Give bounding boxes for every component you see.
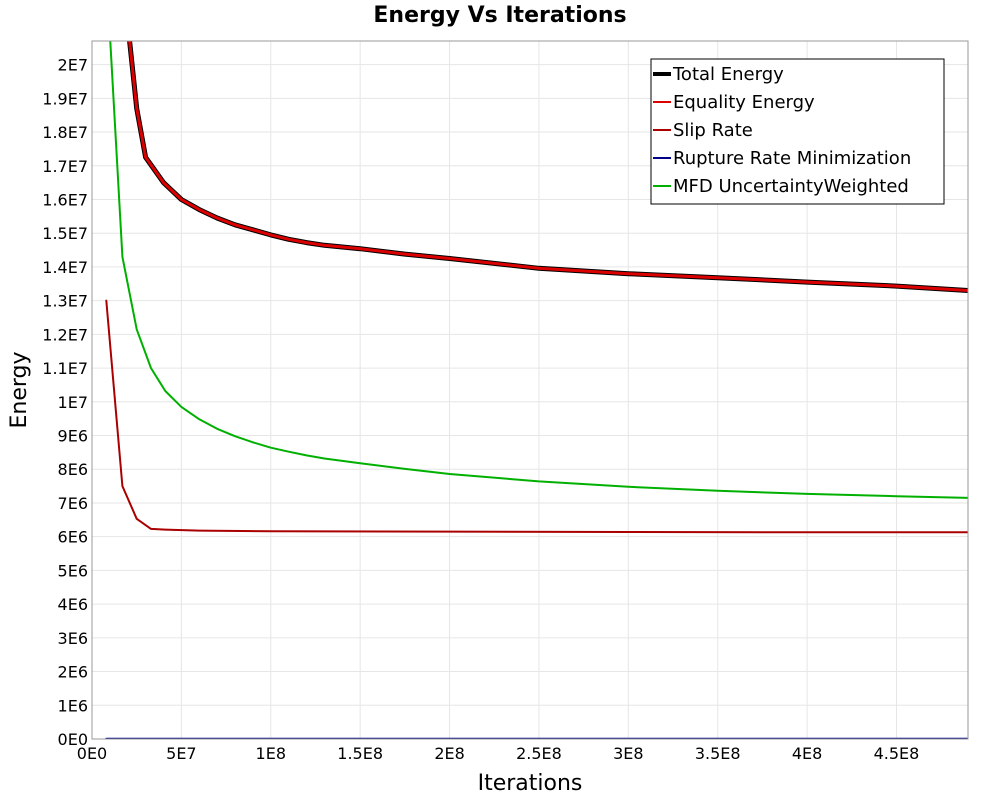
x-tick-label: 4.5E8 [874, 744, 920, 763]
legend-box [650, 58, 945, 205]
y-tick-label: 1.7E7 [42, 157, 88, 176]
legend-label-total-energy: Total Energy [672, 64, 784, 85]
y-tick-label: 1.4E7 [42, 258, 88, 277]
y-tick-label: 1E6 [58, 696, 88, 715]
x-tick-label: 2E8 [434, 744, 464, 763]
series-lines [105, 41, 968, 739]
x-tick-label: 2.5E8 [516, 744, 562, 763]
legend-label-mfd-uncertaintyweighted: MFD UncertaintyWeighted [673, 176, 909, 197]
plot-area-frame [91, 40, 969, 740]
y-tick-label: 9E6 [58, 427, 88, 446]
y-axis-ticks: 0E0 1E6 2E6 3E6 4E6 5E6 6E6 7E6 8E6 9E6 1E7 1.1E7 1.… [42, 56, 88, 749]
x-tick-label: 1.5E8 [337, 744, 383, 763]
y-tick-label: 1E7 [58, 393, 88, 412]
x-tick-label: 0E0 [77, 744, 107, 763]
x-tick-label: 1E8 [256, 744, 286, 763]
x-tick-label: 4E8 [792, 744, 822, 763]
y-axis-label: Energy [7, 351, 32, 428]
y-tick-label: 1.8E7 [42, 123, 88, 142]
chart-title: Energy Vs Iterations [373, 3, 626, 28]
y-tick-label: 4E6 [58, 595, 88, 614]
y-tick-label: 0E0 [58, 730, 88, 749]
y-tick-label: 1.6E7 [42, 190, 88, 209]
y-tick-label: 6E6 [58, 528, 88, 547]
legend: Total Energy Equality Energy Slip Rate Rupt… [650, 58, 945, 205]
x-tick-label: 3E8 [613, 744, 643, 763]
y-tick-label: 2E6 [58, 663, 88, 682]
y-tick-label: 1.9E7 [42, 89, 88, 108]
y-tick-label: 1.2E7 [42, 325, 88, 344]
y-tick-label: 1.5E7 [42, 224, 88, 243]
legend-label-rupture-rate-minimization: Rupture Rate Minimization [673, 148, 911, 169]
y-tick-label: 1.3E7 [42, 292, 88, 311]
x-tick-label: 5E7 [166, 744, 196, 763]
y-tick-label: 1.1E7 [42, 359, 88, 378]
legend-label-slip-rate: Slip Rate [673, 120, 753, 141]
y-tick-label: 8E6 [58, 460, 88, 479]
x-axis-ticks: 0E0 5E7 1E8 1.5E8 2E8 2.5E8 3E8 3.5E8 4E8 4.5E8 [77, 744, 920, 763]
y-tick-label: 5E6 [58, 561, 88, 580]
series-line-equality-energy [128, 41, 968, 292]
series-line-slip-rate [105, 299, 968, 534]
y-tick-label: 3E6 [58, 629, 88, 648]
x-tick-label: 3.5E8 [695, 744, 741, 763]
series-line-mfd-uncertaintyweighted [109, 41, 968, 499]
y-tick-label: 2E7 [58, 56, 88, 75]
legend-label-equality-energy: Equality Energy [673, 92, 815, 113]
y-tick-label: 7E6 [58, 494, 88, 513]
x-axis-label: Iterations [478, 771, 583, 796]
